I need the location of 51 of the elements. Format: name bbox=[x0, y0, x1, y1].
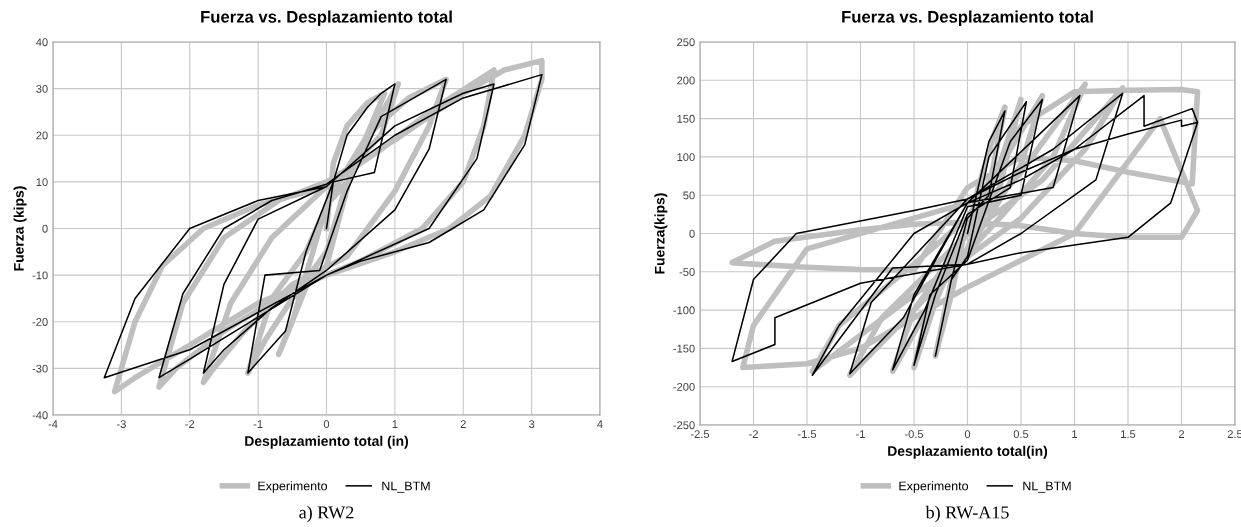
legend-label: Experimento bbox=[258, 481, 328, 493]
y-tick-label: -40 bbox=[32, 411, 48, 420]
y-tick-label: 200 bbox=[677, 76, 695, 85]
y-tick-label: 0 bbox=[689, 229, 695, 238]
y-tick-label: -50 bbox=[679, 268, 695, 276]
x-tick-label: 4 bbox=[597, 420, 603, 428]
x-tick-label: 1 bbox=[1072, 430, 1078, 438]
x-axis-title: Desplazamiento total (in) bbox=[245, 435, 408, 449]
y-tick-label: 30 bbox=[36, 84, 48, 93]
x-tick-label: -2.5 bbox=[690, 430, 710, 439]
x-tick-label: 2 bbox=[460, 420, 466, 428]
y-tick-label: 40 bbox=[36, 38, 48, 47]
x-tick-label: 0 bbox=[964, 430, 971, 439]
x-tick-label: 0 bbox=[323, 420, 330, 429]
y-tick-label: -20 bbox=[32, 318, 48, 326]
y-tick-label: -100 bbox=[673, 306, 695, 315]
y-tick-label: -10 bbox=[32, 271, 48, 280]
y-tick-label: 10 bbox=[36, 178, 48, 187]
y-tick-label: 50 bbox=[683, 191, 695, 200]
x-tick-label: 3 bbox=[528, 420, 535, 429]
y-tick-label: 250 bbox=[677, 38, 695, 47]
y-axis-title: Fuerza(kips) bbox=[654, 193, 668, 274]
x-tick-label: 0.5 bbox=[1013, 430, 1029, 439]
y-axis-title: Fuerza (kips) bbox=[13, 186, 27, 271]
legend-label: Experimento bbox=[899, 481, 969, 493]
y-tick-label: -250 bbox=[673, 421, 695, 430]
y-tick-label: 150 bbox=[677, 114, 695, 123]
text: a) RW2 bbox=[299, 505, 354, 523]
x-tick-label: 2 bbox=[1178, 430, 1185, 438]
x-tick-label: -1.5 bbox=[797, 430, 817, 439]
chart-title: Fuerza vs. Desplazamiento total bbox=[842, 10, 1093, 27]
x-tick-label: -1 bbox=[856, 430, 865, 438]
y-tick-label: -150 bbox=[673, 344, 695, 353]
y-tick-label: -200 bbox=[673, 382, 695, 391]
x-axis-title: Desplazamiento total(in) bbox=[888, 445, 1048, 459]
text: b) RW-A15 bbox=[925, 505, 1009, 523]
x-tick-label: -4 bbox=[48, 420, 58, 428]
x-tick-label: 1.5 bbox=[1121, 430, 1136, 439]
y-tick-label: 100 bbox=[677, 153, 695, 162]
x-tick-label: -2 bbox=[749, 430, 758, 438]
legend-label: NL_BTM bbox=[1023, 481, 1071, 493]
x-tick-label: -1 bbox=[253, 420, 263, 428]
legend-label: NL_BTM bbox=[382, 481, 430, 493]
y-tick-label: 0 bbox=[42, 224, 48, 233]
y-tick-label: 20 bbox=[36, 131, 48, 140]
y-tick-label: -30 bbox=[32, 364, 48, 373]
x-tick-label: -0.5 bbox=[904, 430, 924, 439]
x-tick-label: -2 bbox=[185, 420, 195, 428]
x-tick-label: 1 bbox=[392, 420, 398, 428]
chart-title: Fuerza vs. Desplazamiento total bbox=[201, 10, 452, 27]
x-tick-label: -3 bbox=[116, 420, 126, 429]
